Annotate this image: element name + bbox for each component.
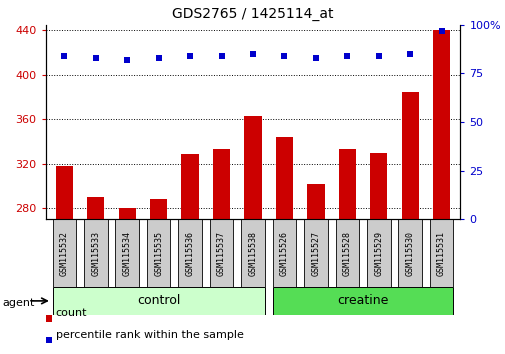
Bar — [369, 153, 387, 219]
Bar — [213, 149, 230, 219]
Point — [60, 53, 68, 59]
Point — [248, 51, 257, 57]
Text: GSM115528: GSM115528 — [342, 230, 351, 276]
Text: GSM115531: GSM115531 — [436, 230, 445, 276]
Bar — [432, 30, 449, 219]
Point — [374, 53, 382, 59]
Point — [123, 57, 131, 63]
Text: GSM115526: GSM115526 — [279, 230, 288, 276]
Text: count: count — [56, 308, 87, 318]
Text: GSM115534: GSM115534 — [123, 230, 131, 276]
Bar — [118, 209, 136, 219]
Text: GSM115535: GSM115535 — [154, 230, 163, 276]
Text: GSM115530: GSM115530 — [405, 230, 414, 276]
Bar — [181, 154, 198, 219]
Point — [437, 28, 445, 33]
Text: GSM115529: GSM115529 — [374, 230, 382, 276]
FancyBboxPatch shape — [272, 219, 295, 287]
Text: GSM115532: GSM115532 — [60, 230, 69, 276]
Bar — [307, 184, 324, 219]
Text: creatine: creatine — [337, 295, 388, 307]
FancyBboxPatch shape — [53, 287, 264, 315]
FancyBboxPatch shape — [210, 219, 233, 287]
FancyBboxPatch shape — [397, 219, 421, 287]
Bar — [401, 92, 418, 219]
Point — [217, 53, 225, 59]
Point — [91, 55, 99, 61]
Bar — [150, 199, 167, 219]
Bar — [244, 116, 261, 219]
Text: GSM115536: GSM115536 — [185, 230, 194, 276]
Point — [311, 55, 319, 61]
Bar — [338, 149, 355, 219]
Point — [280, 53, 288, 59]
Point — [155, 55, 163, 61]
Point — [406, 51, 414, 57]
FancyBboxPatch shape — [84, 219, 108, 287]
FancyBboxPatch shape — [178, 219, 201, 287]
Text: GSM115538: GSM115538 — [248, 230, 257, 276]
Text: control: control — [137, 295, 180, 307]
Text: GSM115537: GSM115537 — [217, 230, 226, 276]
Text: GSM115527: GSM115527 — [311, 230, 320, 276]
FancyBboxPatch shape — [272, 287, 452, 315]
Text: percentile rank within the sample: percentile rank within the sample — [56, 330, 243, 339]
Title: GDS2765 / 1425114_at: GDS2765 / 1425114_at — [172, 7, 333, 21]
Bar — [87, 197, 104, 219]
FancyBboxPatch shape — [304, 219, 327, 287]
FancyBboxPatch shape — [146, 219, 170, 287]
FancyBboxPatch shape — [241, 219, 264, 287]
Bar — [56, 166, 73, 219]
Point — [186, 53, 194, 59]
FancyBboxPatch shape — [335, 219, 359, 287]
FancyBboxPatch shape — [115, 219, 139, 287]
FancyBboxPatch shape — [53, 219, 76, 287]
Bar — [275, 137, 292, 219]
FancyBboxPatch shape — [429, 219, 452, 287]
Text: agent: agent — [3, 298, 35, 308]
FancyBboxPatch shape — [366, 219, 390, 287]
Text: GSM115533: GSM115533 — [91, 230, 100, 276]
Point — [342, 53, 350, 59]
